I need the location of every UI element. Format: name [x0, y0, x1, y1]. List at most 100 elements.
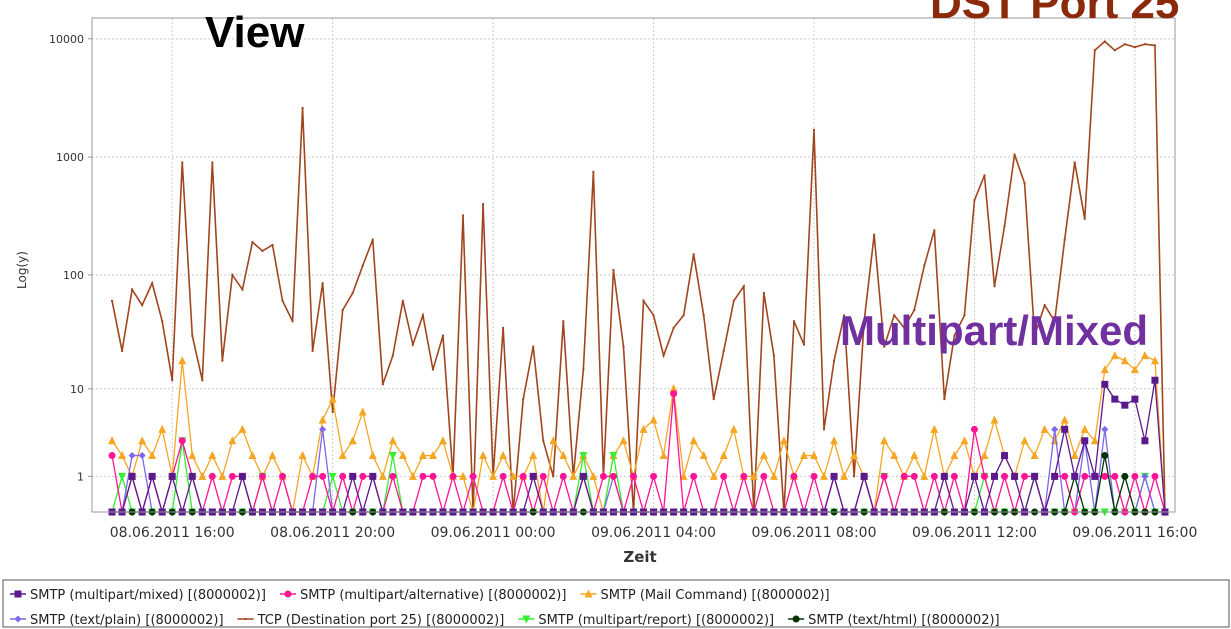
- y-tick-label: 1: [77, 470, 84, 483]
- marker: [241, 288, 244, 291]
- marker: [1030, 451, 1039, 460]
- marker: [991, 472, 998, 480]
- marker: [973, 199, 976, 202]
- marker: [1051, 472, 1059, 480]
- marker: [1020, 436, 1029, 445]
- marker: [813, 128, 815, 131]
- y-tick-label: 100: [63, 269, 84, 282]
- marker: [562, 320, 565, 323]
- marker: [960, 436, 969, 445]
- y-tick-label: 10000: [49, 33, 84, 46]
- marker: [1150, 356, 1159, 365]
- marker: [268, 451, 277, 460]
- marker: [221, 359, 224, 362]
- marker: [1101, 425, 1109, 433]
- marker: [742, 285, 745, 288]
- marker: [1090, 436, 1099, 445]
- marker: [709, 471, 718, 480]
- marker: [311, 349, 314, 352]
- marker: [759, 451, 768, 460]
- marker: [198, 471, 207, 480]
- marker: [762, 292, 765, 295]
- marker: [609, 452, 618, 461]
- x-tick-label: 09.06.2011 16:00: [1072, 525, 1197, 541]
- marker: [368, 451, 377, 460]
- marker: [1101, 380, 1109, 388]
- legend-label: SMTP (multipart/report) [(8000002)]: [538, 613, 774, 628]
- marker: [722, 349, 725, 352]
- marker: [539, 472, 547, 480]
- marker: [820, 471, 829, 480]
- marker: [128, 472, 136, 480]
- marker: [168, 472, 176, 480]
- marker: [1101, 472, 1109, 480]
- marker: [630, 472, 637, 480]
- marker: [462, 214, 465, 217]
- marker: [309, 472, 317, 480]
- marker: [542, 439, 545, 442]
- marker: [920, 471, 929, 480]
- x-tick-label: 09.06.2011 08:00: [752, 525, 877, 541]
- marker: [1110, 351, 1119, 360]
- marker: [1121, 472, 1129, 480]
- marker: [1073, 161, 1076, 164]
- marker: [970, 425, 978, 433]
- marker: [529, 451, 538, 460]
- marker: [1001, 472, 1009, 480]
- marker: [1130, 365, 1139, 374]
- marker: [1061, 425, 1069, 433]
- marker: [271, 243, 274, 246]
- marker: [261, 249, 264, 252]
- marker: [740, 472, 748, 480]
- marker: [389, 472, 397, 480]
- marker: [1013, 153, 1016, 156]
- marker: [569, 471, 578, 480]
- marker: [141, 304, 144, 307]
- marker: [933, 229, 936, 232]
- marker: [712, 398, 715, 401]
- marker: [341, 309, 344, 312]
- marker: [519, 472, 527, 480]
- marker: [381, 383, 384, 386]
- marker: [659, 451, 668, 460]
- marker: [622, 345, 625, 348]
- marker: [652, 314, 655, 317]
- marker: [980, 472, 988, 480]
- marker: [298, 451, 307, 460]
- marker: [779, 436, 788, 445]
- marker: [1100, 365, 1109, 374]
- marker: [950, 472, 958, 480]
- marker: [619, 436, 628, 445]
- marker: [592, 170, 595, 173]
- marker: [14, 590, 22, 598]
- marker: [371, 238, 374, 241]
- marker: [880, 472, 888, 480]
- marker: [843, 314, 846, 317]
- marker: [689, 436, 698, 445]
- marker: [1093, 49, 1096, 52]
- marker: [319, 472, 327, 480]
- marker: [284, 590, 292, 598]
- marker: [328, 394, 337, 403]
- marker: [890, 451, 899, 460]
- plot-frame: [91, 17, 1176, 513]
- marker: [178, 437, 186, 445]
- marker: [431, 368, 434, 371]
- marker: [158, 424, 167, 433]
- marker: [970, 472, 978, 480]
- marker: [950, 451, 959, 460]
- marker: [361, 264, 364, 267]
- marker: [1151, 472, 1159, 480]
- marker: [642, 299, 645, 302]
- marker: [1080, 424, 1089, 433]
- marker: [418, 451, 427, 460]
- marker: [211, 161, 214, 164]
- marker: [421, 314, 424, 317]
- marker: [1023, 182, 1026, 185]
- marker: [238, 472, 246, 480]
- marker: [428, 451, 437, 460]
- marker: [1140, 351, 1149, 360]
- marker: [121, 349, 124, 352]
- marker: [178, 356, 187, 365]
- marker: [609, 472, 617, 480]
